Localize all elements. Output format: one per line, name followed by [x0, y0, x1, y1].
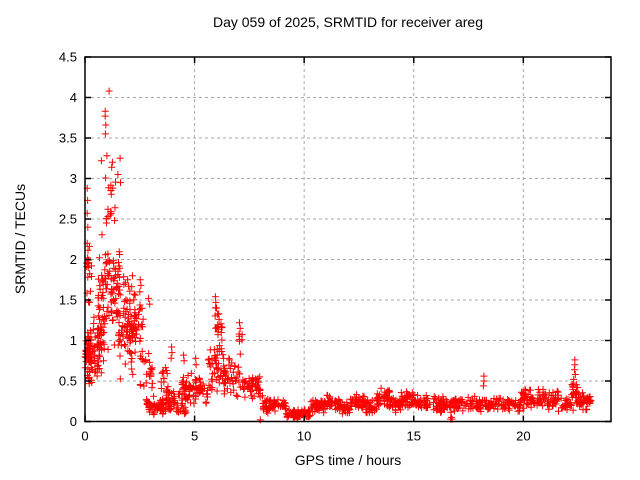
- y-tick-label: 1.5: [59, 293, 77, 308]
- y-tick-label: 4.5: [59, 50, 77, 65]
- x-tick-labels: 0 5 10 15 20: [81, 429, 530, 444]
- y-tick-label: 4: [70, 90, 77, 105]
- y-tick-label: 0.5: [59, 374, 77, 389]
- x-tick-label: 20: [516, 429, 530, 444]
- x-tick-label: 10: [297, 429, 311, 444]
- grid-lines: [85, 57, 611, 422]
- y-tick-label: 2.5: [59, 212, 77, 227]
- y-tick-label: 0: [70, 414, 77, 429]
- y-tick-label: 1: [70, 333, 77, 348]
- chart-title: Day 059 of 2025, SRMTID for receiver are…: [212, 14, 483, 30]
- plot-border-and-ticks: [84, 56, 612, 423]
- x-tick-label: 5: [191, 429, 198, 444]
- x-tick-label: 15: [407, 429, 421, 444]
- scatter-points: [81, 87, 595, 424]
- y-tick-label: 2: [70, 252, 77, 267]
- y-tick-label: 3: [70, 171, 77, 186]
- x-tick-label: 0: [81, 429, 88, 444]
- y-tick-labels: 0 0.5 1 1.5 2 2.5 3 3.5 4 4.5: [59, 50, 77, 430]
- x-axis-label: GPS time / hours: [294, 452, 402, 468]
- y-tick-label: 3.5: [59, 131, 77, 146]
